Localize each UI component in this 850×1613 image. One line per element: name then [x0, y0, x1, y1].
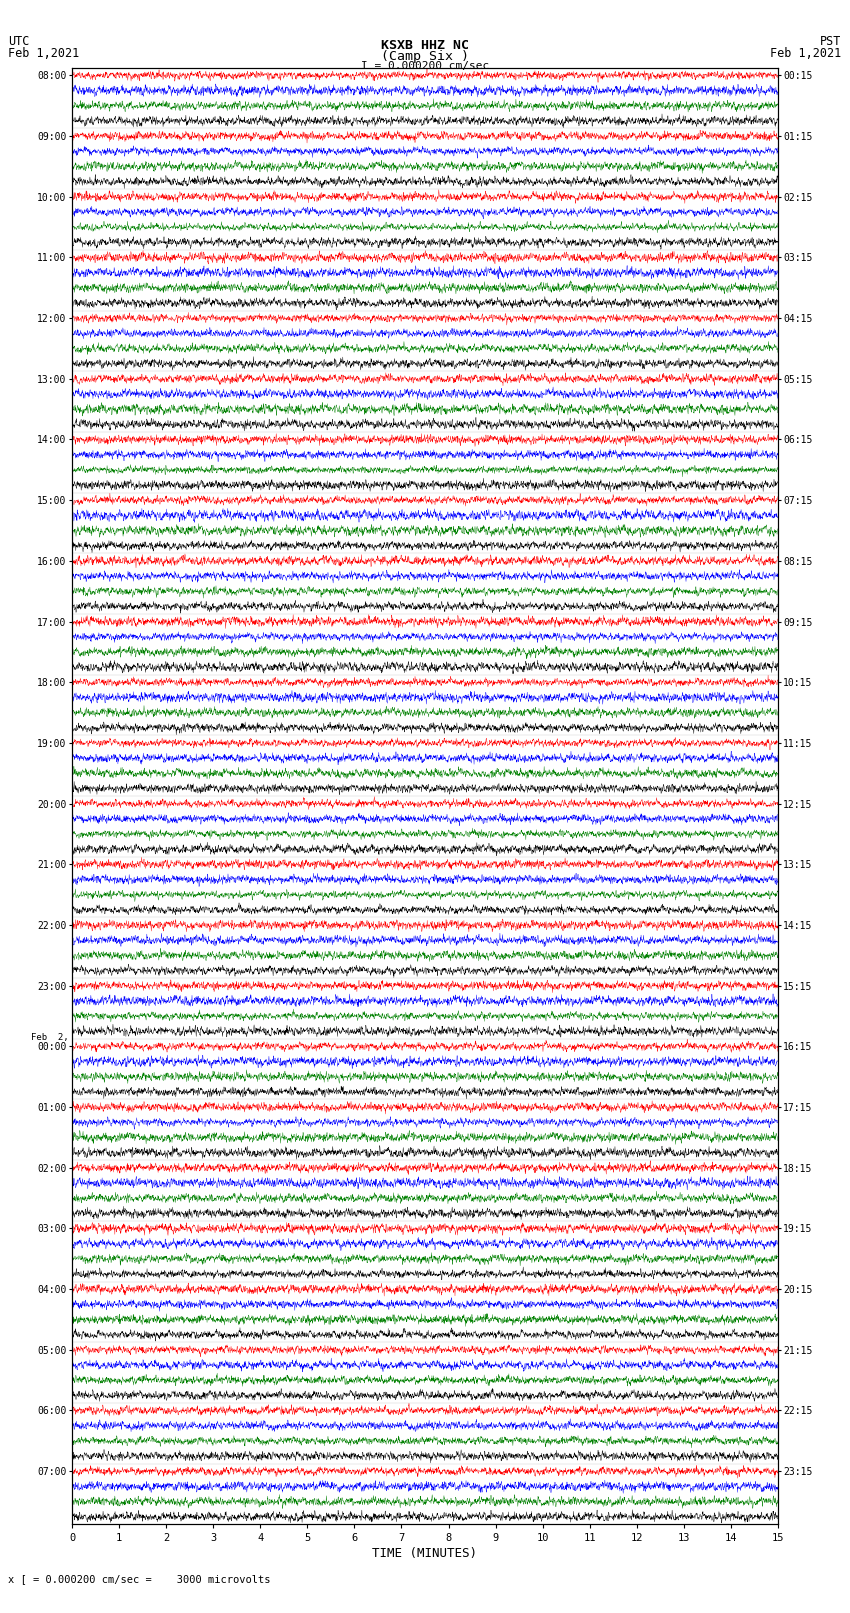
Text: x [ = 0.000200 cm/sec =    3000 microvolts: x [ = 0.000200 cm/sec = 3000 microvolts — [8, 1574, 271, 1584]
Text: PST: PST — [820, 35, 842, 48]
Text: KSXB HHZ NC: KSXB HHZ NC — [381, 39, 469, 52]
Text: Feb  2,: Feb 2, — [31, 1032, 69, 1042]
Text: Feb 1,2021: Feb 1,2021 — [8, 47, 80, 60]
Text: (Camp Six ): (Camp Six ) — [381, 50, 469, 63]
X-axis label: TIME (MINUTES): TIME (MINUTES) — [372, 1547, 478, 1560]
Text: I = 0.000200 cm/sec: I = 0.000200 cm/sec — [361, 61, 489, 71]
Text: Feb 1,2021: Feb 1,2021 — [770, 47, 842, 60]
Text: UTC: UTC — [8, 35, 30, 48]
